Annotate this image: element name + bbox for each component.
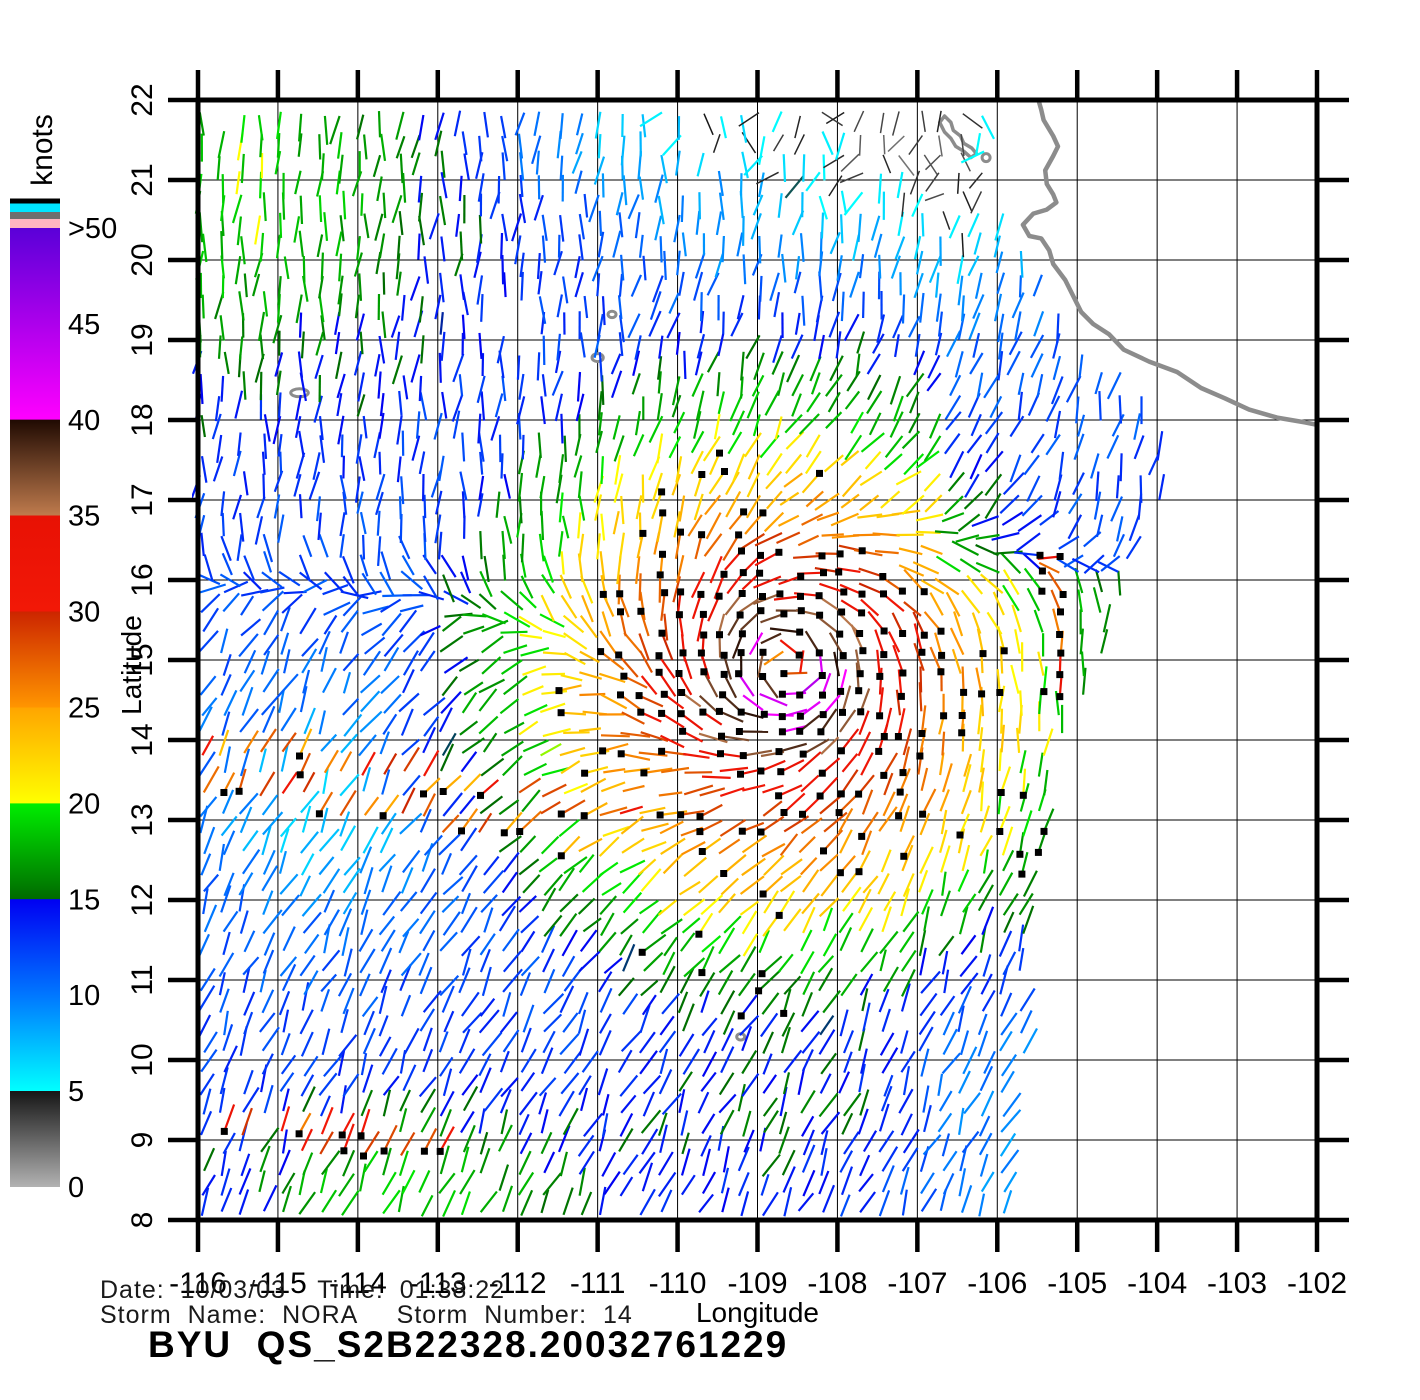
svg-text:-113: -113: [409, 1267, 467, 1300]
svg-text:18: 18: [126, 403, 159, 436]
svg-text:30: 30: [68, 597, 100, 629]
svg-text:-110: -110: [649, 1267, 707, 1300]
svg-text:14: 14: [126, 723, 159, 756]
island-socorro: [590, 352, 605, 364]
svg-text:15: 15: [68, 884, 100, 916]
colorbar-overflow-stripe: [10, 219, 60, 228]
svg-text:-108: -108: [807, 1267, 867, 1300]
svg-text:20: 20: [68, 788, 100, 820]
svg-text:22: 22: [126, 83, 159, 116]
axis-ticks: [168, 70, 1349, 1252]
svg-text:16: 16: [126, 563, 159, 596]
svg-text:10: 10: [126, 1043, 159, 1076]
svg-text:-102: -102: [1287, 1267, 1347, 1300]
coastline-layer: [289, 100, 1317, 1042]
island-isla-isabel: [980, 152, 992, 164]
y-axis-tick-labels: 8 9 10 11 12 13 14 15 16 17 18 19 20 21 22: [126, 83, 159, 1228]
svg-text:>50: >50: [68, 213, 117, 245]
colorbar-gradient: [10, 228, 60, 1187]
svg-text:12: 12: [126, 883, 159, 916]
svg-text:19: 19: [126, 323, 159, 356]
date-time-caption: Date: 10/03/03 Time: 01:38:22: [100, 1276, 506, 1304]
svg-text:-104: -104: [1127, 1267, 1187, 1300]
svg-text:8: 8: [126, 1212, 159, 1229]
island-san-benedicto: [606, 309, 618, 320]
svg-text:40: 40: [68, 405, 100, 437]
svg-text:-111: -111: [570, 1267, 626, 1300]
svg-text:9: 9: [126, 1132, 159, 1149]
svg-text:25: 25: [68, 693, 100, 725]
svg-text:0: 0: [68, 1172, 84, 1204]
colorbar-overflow-stripe: [10, 212, 60, 219]
colorbar: 0 5 10 15 20 25 30 35 40 45 >50 knots: [10, 114, 117, 1204]
svg-text:35: 35: [68, 501, 100, 533]
svg-text:17: 17: [126, 483, 159, 516]
plot-title: BYU QS_S2B22328.20032761229: [148, 1324, 789, 1365]
x-axis-title: Longitude: [696, 1297, 819, 1328]
grid-lines: [197, 99, 1318, 1221]
rain-flag-dots: [220, 449, 1067, 1160]
svg-text:45: 45: [68, 309, 100, 341]
svg-text:5: 5: [68, 1076, 84, 1108]
colorbar-title: knots: [26, 114, 59, 186]
svg-text:15: 15: [126, 643, 159, 676]
y-axis-title: Latitude: [116, 615, 147, 715]
x-axis-tick-labels: -116 -115 -114 -113 -112 -111 -110 -109 -108 -107…: [169, 1267, 1347, 1300]
island-islas-marias: [937, 114, 979, 160]
svg-text:-115: -115: [249, 1267, 307, 1300]
wind-vectors-layer: [192, 110, 1166, 1218]
colorbar-overflow-stripe: [10, 198, 60, 204]
svg-text:13: 13: [126, 803, 159, 836]
svg-text:-106: -106: [967, 1267, 1027, 1300]
svg-text:10: 10: [68, 980, 100, 1012]
svg-text:20: 20: [126, 243, 159, 276]
mexico-coastline: [1020, 100, 1317, 428]
colorbar-overflow-stripe: [10, 203, 60, 212]
svg-text:-103: -103: [1207, 1267, 1267, 1300]
svg-text:-114: -114: [329, 1267, 387, 1300]
svg-text:-112: -112: [489, 1267, 547, 1300]
storm-caption: Storm Name: NORA Storm Number: 14: [100, 1301, 633, 1329]
svg-text:-107: -107: [887, 1267, 947, 1300]
svg-text:11: 11: [126, 964, 159, 995]
svg-text:-116: -116: [169, 1267, 227, 1300]
svg-text:-109: -109: [727, 1267, 787, 1300]
colorbar-tick-labels: 0 5 10 15 20 25 30 35 40 45 >50: [68, 213, 117, 1204]
svg-text:-105: -105: [1047, 1267, 1107, 1300]
svg-text:21: 21: [126, 163, 159, 196]
